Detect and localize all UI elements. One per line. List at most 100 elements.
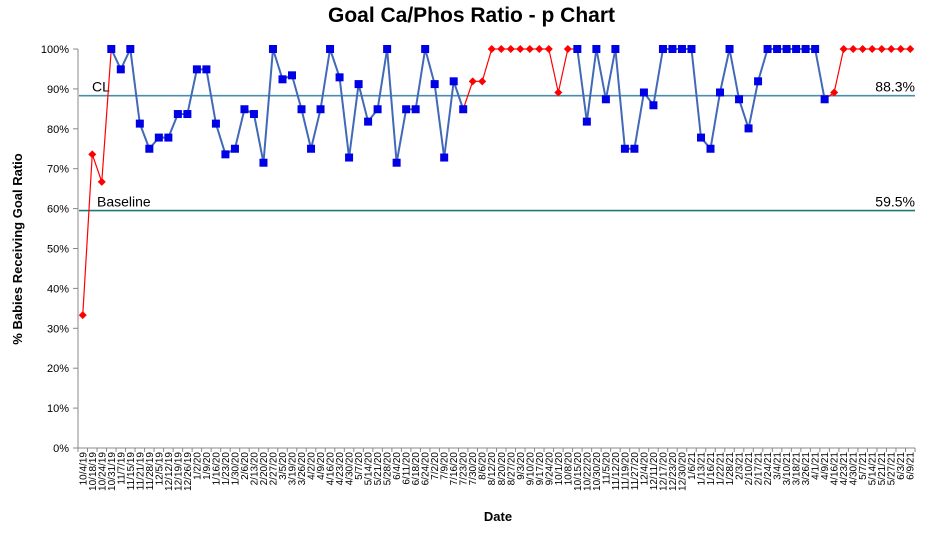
- y-tick-label: 70%: [47, 164, 69, 176]
- y-axis-title: % Babies Receiving Goal Ratio: [10, 153, 25, 345]
- series-line-segment: [262, 48, 274, 163]
- data-point-square: [630, 144, 639, 153]
- data-point-square: [763, 45, 772, 53]
- x-tick-label: 2/17/21: [754, 452, 765, 486]
- data-point-square: [639, 88, 648, 97]
- x-tick-label: 11/12/20: [611, 452, 622, 491]
- x-tick-label: 11/15/19: [126, 452, 137, 491]
- series-line-segment: [310, 109, 322, 149]
- data-point-square: [421, 45, 430, 53]
- data-point-square: [402, 105, 411, 114]
- data-point-square: [392, 158, 401, 167]
- series-line-segment: [348, 83, 360, 158]
- data-point-square: [411, 105, 420, 114]
- data-point-square: [658, 45, 667, 53]
- x-tick-label: 1/23/20: [221, 452, 232, 486]
- x-tick-label: 3/18/21: [792, 452, 803, 486]
- x-tick-label: 11/27/20: [630, 452, 641, 491]
- series-line-segment: [719, 48, 731, 93]
- data-point-square: [782, 45, 791, 53]
- x-tick-label: 2/27/20: [268, 452, 279, 486]
- series-line-segment: [614, 48, 626, 149]
- x-tick-label: 12/23/20: [668, 452, 679, 491]
- data-point-square: [240, 105, 249, 114]
- data-point-diamond: [563, 45, 572, 53]
- data-point-square: [268, 45, 277, 53]
- data-point-square: [611, 45, 620, 53]
- data-point-square: [249, 110, 258, 119]
- data-point-square: [145, 144, 154, 153]
- x-tick-label: 2/13/20: [249, 452, 260, 486]
- x-tick-label: 6/24/20: [421, 452, 432, 486]
- x-tick-label: 10/18/19: [88, 452, 99, 491]
- series-line-segment: [82, 154, 93, 316]
- data-point-square: [573, 45, 582, 53]
- x-tick-label: 12/19/19: [173, 452, 184, 491]
- series-line-segment: [814, 48, 826, 100]
- x-tick-label: 12/4/20: [639, 452, 650, 486]
- data-point-square: [773, 45, 782, 53]
- series-line-segment: [91, 154, 103, 183]
- x-tick-label: 4/23/21: [839, 452, 850, 486]
- x-tick-label: 4/30/21: [849, 452, 860, 486]
- data-point-square: [164, 133, 173, 142]
- x-tick-label: 1/9/20: [202, 452, 213, 480]
- x-tick-label: 10/1/20: [554, 452, 565, 486]
- x-tick-label: 4/23/20: [335, 452, 346, 486]
- y-tick-label: 80%: [47, 124, 69, 136]
- series-line-segment: [424, 48, 436, 85]
- x-tick-label: 10/24/19: [97, 452, 108, 491]
- data-point-square: [230, 144, 239, 153]
- series-line-segment: [329, 48, 341, 78]
- y-tick-label: 100%: [41, 44, 69, 56]
- y-tick-label: 30%: [47, 323, 69, 335]
- series-line-segment: [233, 109, 246, 149]
- x-tick-label: 4/9/20: [316, 452, 327, 480]
- data-point-square: [620, 144, 629, 153]
- reference-line-value: 88.3%: [875, 79, 915, 95]
- series-line-segment: [585, 48, 598, 122]
- data-point-square: [592, 45, 601, 53]
- x-tick-label: 12/30/20: [677, 452, 688, 491]
- x-tick-label: 1/2/20: [192, 452, 203, 480]
- data-point-diamond: [535, 45, 544, 53]
- data-point-square: [335, 73, 344, 82]
- y-tick-label: 0%: [53, 443, 69, 455]
- data-point-square: [792, 45, 801, 53]
- series-line-segment: [319, 48, 332, 110]
- x-tick-label: 2/6/20: [240, 452, 251, 480]
- y-tick-label: 20%: [47, 363, 69, 375]
- data-point-square: [288, 71, 297, 80]
- series-line-segment: [757, 48, 769, 82]
- series-line-segment: [690, 48, 702, 138]
- x-tick-label: 7/16/20: [449, 452, 460, 486]
- x-tick-label: 5/14/21: [868, 452, 879, 486]
- data-point-square: [811, 45, 820, 53]
- x-tick-label: 10/31/19: [107, 452, 118, 491]
- series-line-segment: [576, 48, 588, 122]
- data-point-square: [116, 65, 125, 74]
- data-point-diamond: [839, 45, 848, 53]
- data-point-diamond: [858, 45, 867, 53]
- data-point-square: [687, 45, 696, 53]
- series-lines: [82, 48, 911, 316]
- x-tick-label: 1/30/20: [230, 452, 241, 486]
- data-point-diamond: [97, 177, 106, 186]
- x-tick-label: 11/19/20: [620, 452, 631, 491]
- x-tick-label: 6/9/21: [906, 452, 917, 480]
- series-line-segment: [414, 48, 427, 110]
- data-point-diamond: [868, 45, 877, 53]
- x-tick-label: 1/16/21: [706, 452, 717, 486]
- series-line-segment: [138, 123, 151, 150]
- x-tick-label: 6/4/20: [392, 452, 403, 480]
- x-tick-label: 11/28/19: [145, 452, 156, 491]
- series-line-segment: [833, 48, 845, 93]
- x-axis-ticks: 10/4/1910/18/1910/24/1910/31/1911/7/1911…: [77, 448, 917, 491]
- data-point-square: [345, 153, 354, 162]
- x-tick-label: 7/23/20: [459, 452, 470, 486]
- data-point-diamond: [468, 77, 477, 86]
- data-point-square: [649, 101, 658, 110]
- x-tick-label: 5/7/20: [354, 452, 365, 480]
- data-point-square: [183, 110, 192, 119]
